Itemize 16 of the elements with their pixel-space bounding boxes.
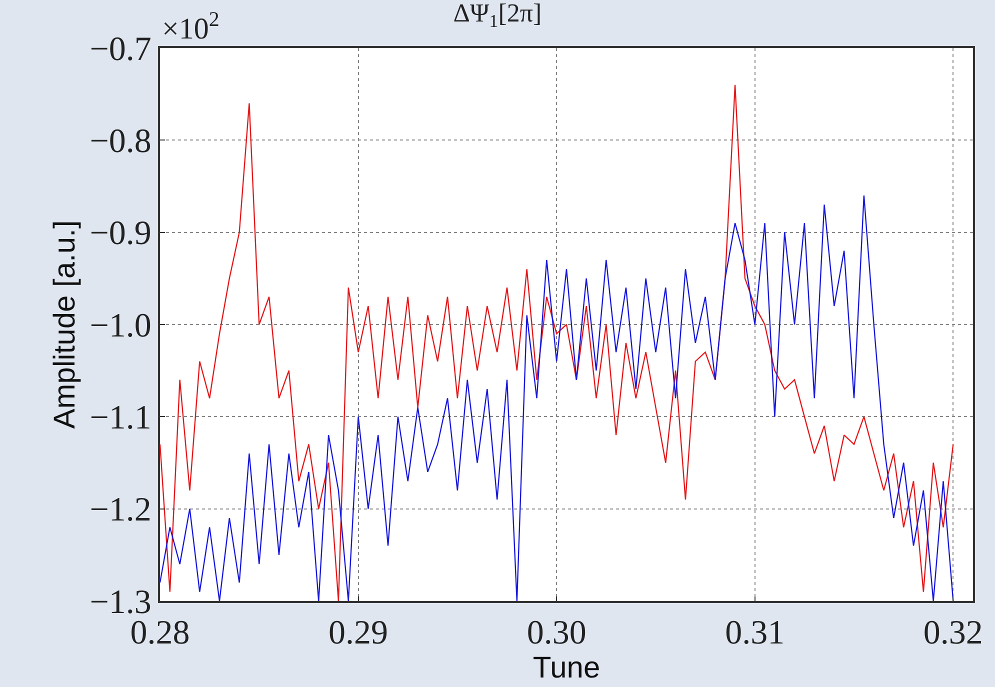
y-tick-label: −1.2 [90,492,152,529]
x-axis-title: Tune [532,652,600,685]
x-tick-label: 0.31 [725,614,785,652]
x-tick-label: 0.32 [923,614,983,652]
y-tick-label: −0.8 [90,123,152,160]
y-tick-label: −1.1 [90,400,152,437]
y-tick-label: −1.0 [90,307,152,344]
chart-title: ΔΨ$_{1}$[2π] [453,0,542,32]
x-tick-label: 0.30 [526,614,586,652]
line-series [160,84,954,601]
y-axis-title: Amplitude [a.u.] [48,220,82,429]
y-tick-label: −0.7 [90,30,152,68]
text: ×10$^{2}$ [162,7,220,46]
x-tick-label: 0.29 [328,614,388,652]
y-tick-label: −0.9 [90,215,152,252]
line-series [160,194,954,601]
